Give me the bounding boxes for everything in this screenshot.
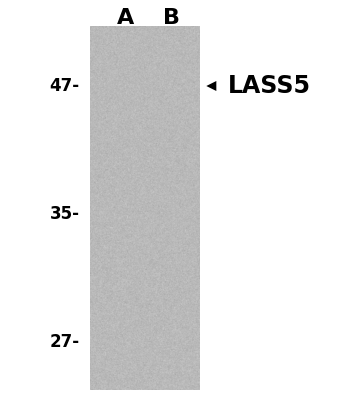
Text: 47-: 47- bbox=[50, 77, 80, 95]
Text: B: B bbox=[163, 8, 180, 28]
Text: LASS5: LASS5 bbox=[228, 74, 311, 98]
Text: 35-: 35- bbox=[50, 205, 80, 223]
Text: A: A bbox=[117, 8, 134, 28]
Text: 27-: 27- bbox=[50, 333, 80, 351]
